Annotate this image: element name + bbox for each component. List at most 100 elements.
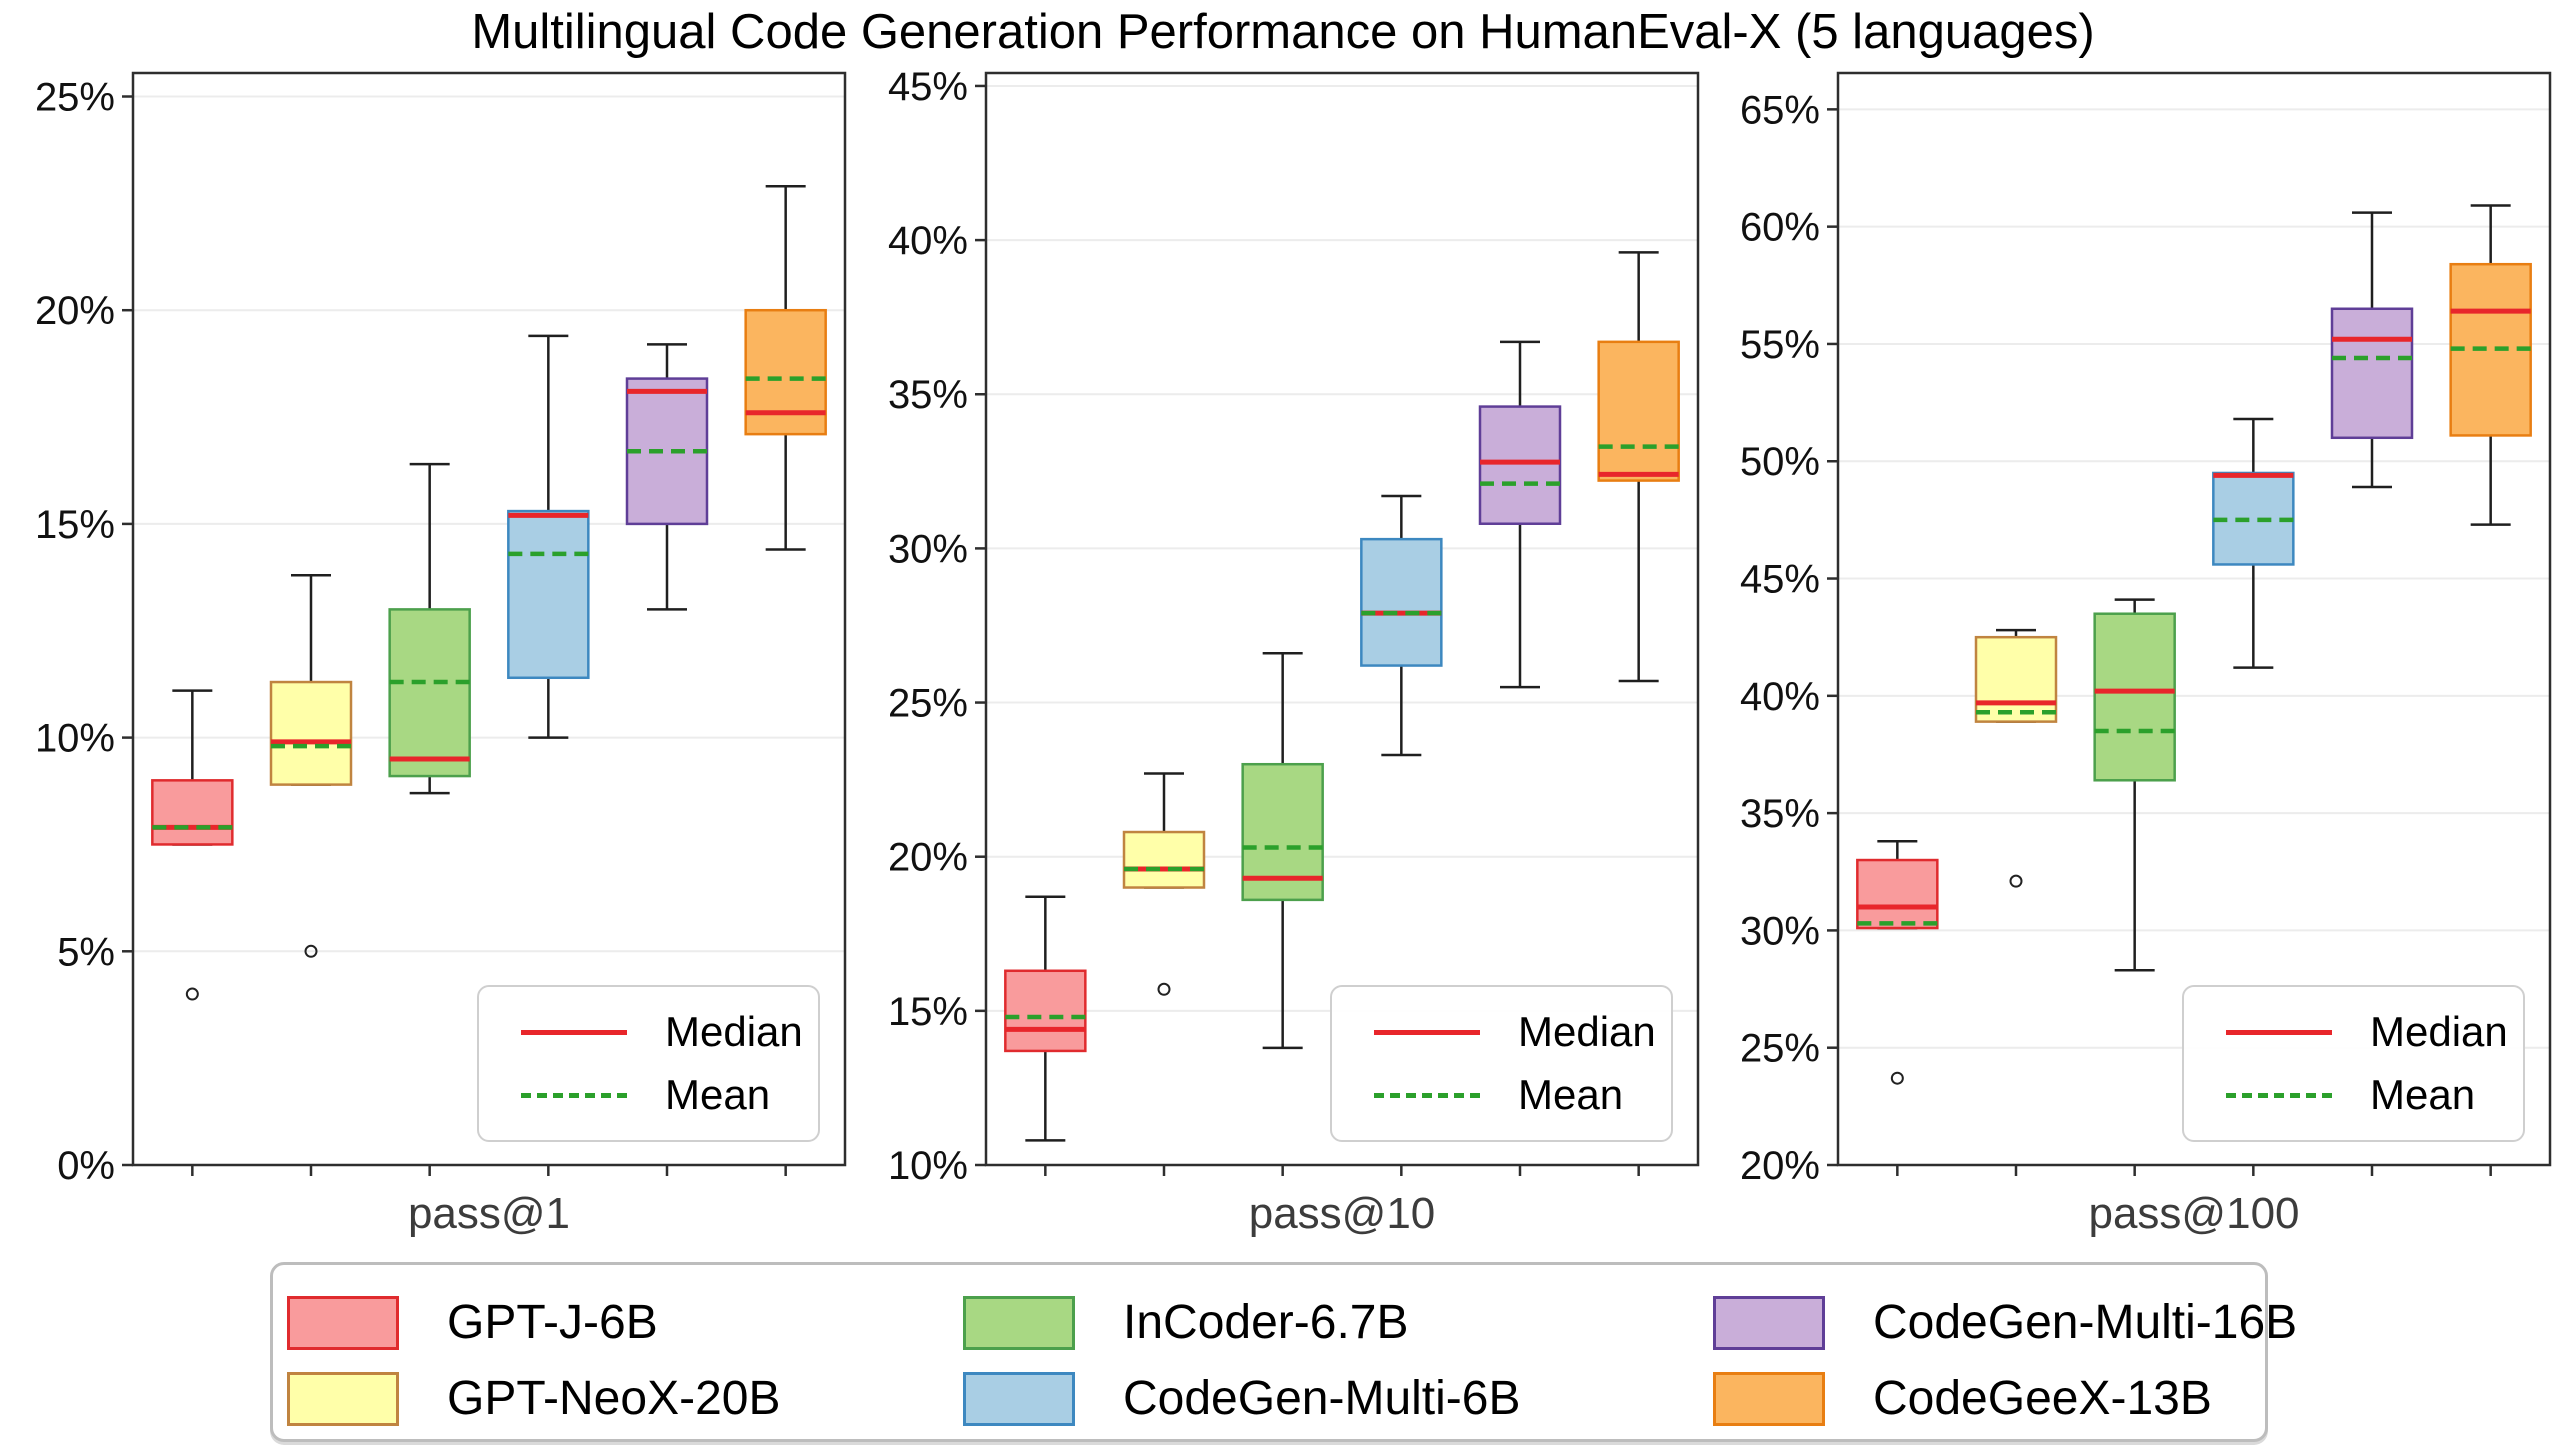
legend-model-label: CodeGen-Multi-6B [1123,1372,1521,1425]
legend-model-label: CodeGeeX-13B [1873,1372,2212,1425]
iqr-box [2330,307,2414,440]
y-tick-label: 15% [35,503,115,547]
box-pass@10-CodeGen-Multi-6B [1360,494,1443,757]
x-axis-label: pass@10 [1249,1189,1436,1238]
box-pass@10-GPT-J-6B [1004,895,1087,1142]
legend-swatch [963,1371,1075,1426]
iqr-box [1478,405,1562,525]
median-line-sample [521,1029,627,1035]
y-tick-label: 40% [888,219,968,263]
y-tick-label: 30% [888,527,968,571]
y-tick-label: 20% [1740,1144,1820,1188]
outlier-point [1157,982,1171,996]
box-pass@1-GPT-J-6B [151,689,234,1001]
legend-entry-InCoder-6.7B: InCoder-6.7B [963,1295,1409,1350]
iqr-box [2093,612,2176,782]
iqr-box [1597,340,1680,482]
median-label: Median [665,1008,803,1055]
x-axis-label: pass@1 [408,1189,570,1238]
box-pass@1-CodeGeeX-13B [744,185,827,551]
y-tick-label: 30% [1740,909,1820,953]
legend-model-label: InCoder-6.7B [1123,1296,1409,1349]
mean-line-sample [2226,1092,2332,1098]
legend-swatch [287,1295,399,1350]
median-line-sample [1374,1029,1480,1035]
box-pass@1-GPT-NeoX-20B [269,573,353,958]
plot-frame [1836,71,2552,1167]
legend-swatch [963,1295,1075,1350]
subplot-pass@100: 20% 25% 30% 35% 40% 45% 50% 55% 60% 65% pass@100 [1740,71,2552,1238]
chart-title: Multilingual Code Generation Performance… [471,5,2095,59]
legend-model-label: GPT-NeoX-20B [447,1372,781,1425]
y-tick-label: 20% [35,289,115,333]
iqr-box [1974,635,2058,723]
y-tick-label: 65% [1740,88,1820,132]
legend-entry-GPT-NeoX-20B: GPT-NeoX-20B [287,1371,780,1426]
plot-frame [984,71,1700,1167]
legend-swatch [287,1371,399,1426]
median-line-sample [2226,1029,2332,1035]
y-tick-label: 55% [1740,323,1820,367]
box-pass@10-InCoder-6.7B [1241,651,1324,1050]
y-tick-label: 15% [888,990,968,1034]
outlier-point [2009,874,2023,888]
mean-line-sample [521,1092,627,1098]
legend-swatch [1713,1295,1825,1350]
y-tick-label: 25% [35,76,115,120]
iqr-box [1856,858,1939,930]
legend-model-label: GPT-J-6B [447,1296,658,1349]
y-tick-label: 35% [888,373,968,417]
iqr-box [1122,830,1206,889]
box-pass@100-InCoder-6.7B [2093,598,2176,972]
y-tick-label: 10% [888,1144,968,1188]
mean-line-sample [1374,1092,1480,1098]
box-pass@100-GPT-J-6B [1856,840,1939,1085]
y-tick-label: 60% [1740,206,1820,250]
subplot-pass@10: 10% 15% 20% 25% 30% 35% 40% 45% pass@10 [888,65,1700,1238]
legend-row-median: Median [2184,1008,2523,1056]
legend-row-median: Median [1332,1008,1671,1056]
legend-swatch [1713,1371,1825,1426]
median-mean-legend: Median Mean [2182,985,2525,1142]
box-pass@1-CodeGen-Multi-6B [507,334,590,739]
median-label: Median [1518,1008,1656,1055]
box-pass@10-CodeGen-Multi-16B [1478,340,1562,689]
subplot-pass@1: 0% 5% 10% 15% 20% 25% pass@1 [35,71,847,1238]
mean-label: Mean [1518,1071,1624,1118]
plot-frame [131,71,847,1167]
y-tick-label: 25% [888,682,968,726]
box-pass@100-CodeGeeX-13B [2449,204,2532,526]
y-tick-label: 45% [1740,558,1820,602]
box-pass@10-CodeGeeX-13B [1597,251,1680,683]
iqr-box [507,509,590,680]
box-pass@100-CodeGen-Multi-6B [2212,417,2295,669]
box-pass@100-GPT-NeoX-20B [1974,628,2058,888]
box-pass@1-InCoder-6.7B [388,462,471,795]
outlier-point [1890,1071,1904,1085]
iqr-box [269,680,353,786]
y-tick-label: 0% [57,1144,115,1188]
legend-entry-CodeGen-Multi-16B: CodeGen-Multi-16B [1713,1295,2297,1350]
y-tick-label: 50% [1740,440,1820,484]
iqr-box [744,308,827,436]
y-tick-label: 40% [1740,675,1820,719]
legend-row-mean: Mean [479,1071,818,1119]
legend-row-mean: Mean [2184,1071,2523,1119]
x-axis-label: pass@100 [2088,1189,2299,1238]
box-pass@1-CodeGen-Multi-16B [625,343,709,611]
mean-label: Mean [2370,1071,2476,1118]
legend-row-median: Median [479,1008,818,1056]
outlier-point [304,944,318,958]
y-tick-label: 45% [888,65,968,109]
legend-model-label: CodeGen-Multi-16B [1873,1296,2298,1349]
iqr-box [1360,537,1443,667]
box-pass@10-GPT-NeoX-20B [1122,772,1206,996]
median-mean-legend: Median Mean [477,985,820,1142]
model-legend: GPT-J-6B GPT-NeoX-20B InCoder-6.7B CodeGen-… [270,1262,2297,1442]
y-tick-label: 25% [1740,1027,1820,1071]
legend-entry-CodeGen-Multi-6B: CodeGen-Multi-6B [963,1371,1521,1426]
outlier-point [185,987,199,1001]
y-tick-label: 5% [57,930,115,974]
